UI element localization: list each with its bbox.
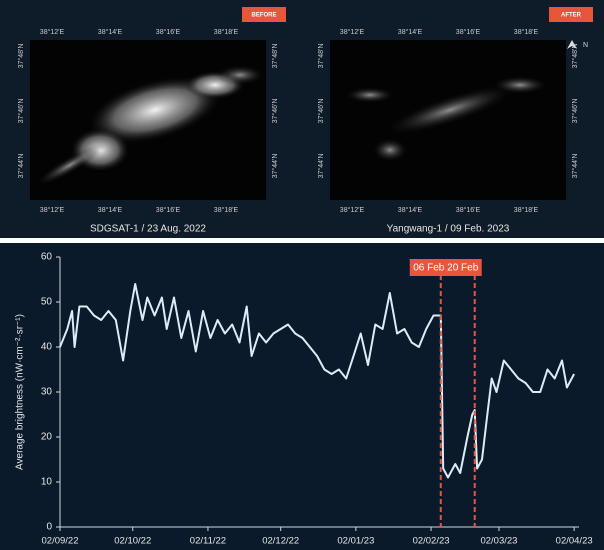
lat-label: 37°48'N bbox=[271, 44, 279, 69]
lon-label: 38°16'E bbox=[156, 206, 181, 214]
event-label: 20 Feb bbox=[447, 263, 479, 274]
lat-label: 37°44'N bbox=[271, 154, 279, 179]
y-tick-label: 20 bbox=[41, 432, 53, 443]
x-tick-label: 02/09/22 bbox=[42, 536, 79, 547]
lon-label: 38°14'E bbox=[398, 206, 423, 214]
x-tick-label: 02/10/22 bbox=[114, 536, 151, 547]
lon-label: 38°16'E bbox=[156, 28, 181, 36]
lon-label: 38°12'E bbox=[40, 206, 65, 214]
lon-label: 38°18'E bbox=[514, 206, 539, 214]
lon-label: 38°12'E bbox=[340, 206, 365, 214]
badge-bg bbox=[549, 7, 593, 22]
y-tick-label: 0 bbox=[46, 522, 52, 533]
lat-label: 37°44'N bbox=[17, 154, 25, 179]
lon-label: 38°12'E bbox=[40, 28, 65, 36]
lon-label: 38°14'E bbox=[98, 206, 123, 214]
x-tick-label: 02/12/22 bbox=[262, 536, 299, 547]
y-axis-label: Average brightness (nW·cm⁻²·sr⁻¹) bbox=[15, 314, 26, 470]
y-tick-label: 40 bbox=[41, 342, 53, 353]
lat-label: 37°48'N bbox=[17, 44, 25, 69]
lon-label: 38°16'E bbox=[456, 28, 481, 36]
lon-label: 38°14'E bbox=[98, 28, 123, 36]
after-image bbox=[330, 40, 566, 200]
lat-label: 37°46'N bbox=[17, 99, 25, 124]
line bbox=[59, 283, 575, 479]
x-tick-label: 02/04/23 bbox=[556, 536, 593, 547]
y-tick-label: 50 bbox=[41, 297, 53, 308]
y-tick-label: 30 bbox=[41, 387, 53, 398]
lon-label: 38°16'E bbox=[456, 206, 481, 214]
lat-label: 37°46'N bbox=[571, 99, 579, 124]
event-label: 06 Feb bbox=[413, 263, 445, 274]
north-label: N bbox=[583, 42, 588, 49]
lon-label: 38°14'E bbox=[398, 28, 423, 36]
y-tick-label: 60 bbox=[41, 252, 53, 263]
event-label-bg bbox=[409, 259, 448, 276]
x-tick-label: 02/03/23 bbox=[480, 536, 517, 547]
badge: AFTER bbox=[561, 13, 582, 19]
lat-label: 37°46'N bbox=[317, 99, 325, 124]
north-arrow bbox=[567, 40, 577, 49]
badge-bg bbox=[242, 7, 286, 22]
lon-label: 38°18'E bbox=[214, 28, 239, 36]
caption: SDGSAT-1 / 23 Aug. 2022 bbox=[90, 224, 206, 235]
x-tick-label: 02/02/23 bbox=[413, 536, 450, 547]
x-tick-label: 02/11/22 bbox=[190, 536, 226, 547]
lat-label: 37°44'N bbox=[317, 154, 325, 179]
lat-label: 37°48'N bbox=[571, 44, 579, 69]
event-label-bg bbox=[443, 259, 482, 276]
before-image bbox=[30, 40, 266, 200]
caption: Yangwang-1 / 09 Feb. 2023 bbox=[387, 224, 510, 235]
badge: BEFORE bbox=[251, 13, 276, 19]
lon-label: 38°18'E bbox=[514, 28, 539, 36]
lat-label: 37°46'N bbox=[271, 99, 279, 124]
lat-label: 37°48'N bbox=[317, 44, 325, 69]
x-tick-label: 02/01/23 bbox=[337, 536, 374, 547]
lat-label: 37°44'N bbox=[571, 154, 579, 179]
lon-label: 38°12'E bbox=[340, 28, 365, 36]
y-tick-label: 10 bbox=[41, 477, 53, 488]
chart-panel bbox=[0, 243, 604, 550]
lon-label: 38°18'E bbox=[214, 206, 239, 214]
